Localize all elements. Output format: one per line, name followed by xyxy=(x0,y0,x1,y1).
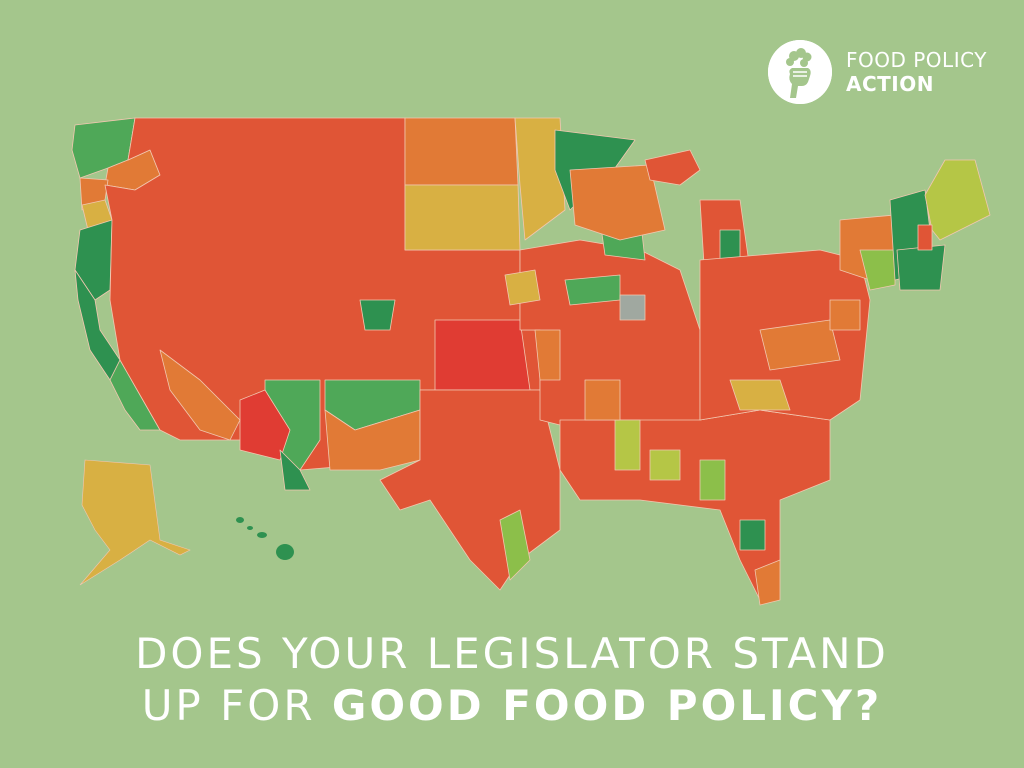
logo: FOOD POLICY ACTION xyxy=(768,40,987,104)
alaska xyxy=(79,459,191,586)
headline: DOES YOUR LEGISLATOR STAND UP FOR GOOD F… xyxy=(0,628,1024,732)
logo-title: FOOD POLICY xyxy=(846,48,987,72)
hawaii xyxy=(236,517,294,560)
headline-line1: DOES YOUR LEGISLATOR STAND xyxy=(135,629,889,678)
headline-line2-bold: GOOD FOOD POLICY? xyxy=(331,681,883,730)
maine xyxy=(924,159,991,241)
us-district-map xyxy=(71,117,991,606)
headline-line2: UP FOR GOOD FOOD POLICY? xyxy=(0,680,1024,732)
logo-subtitle: ACTION xyxy=(846,72,934,96)
fist-holding-broccoli-icon xyxy=(768,40,832,104)
headline-line2-regular: UP FOR xyxy=(141,681,332,730)
